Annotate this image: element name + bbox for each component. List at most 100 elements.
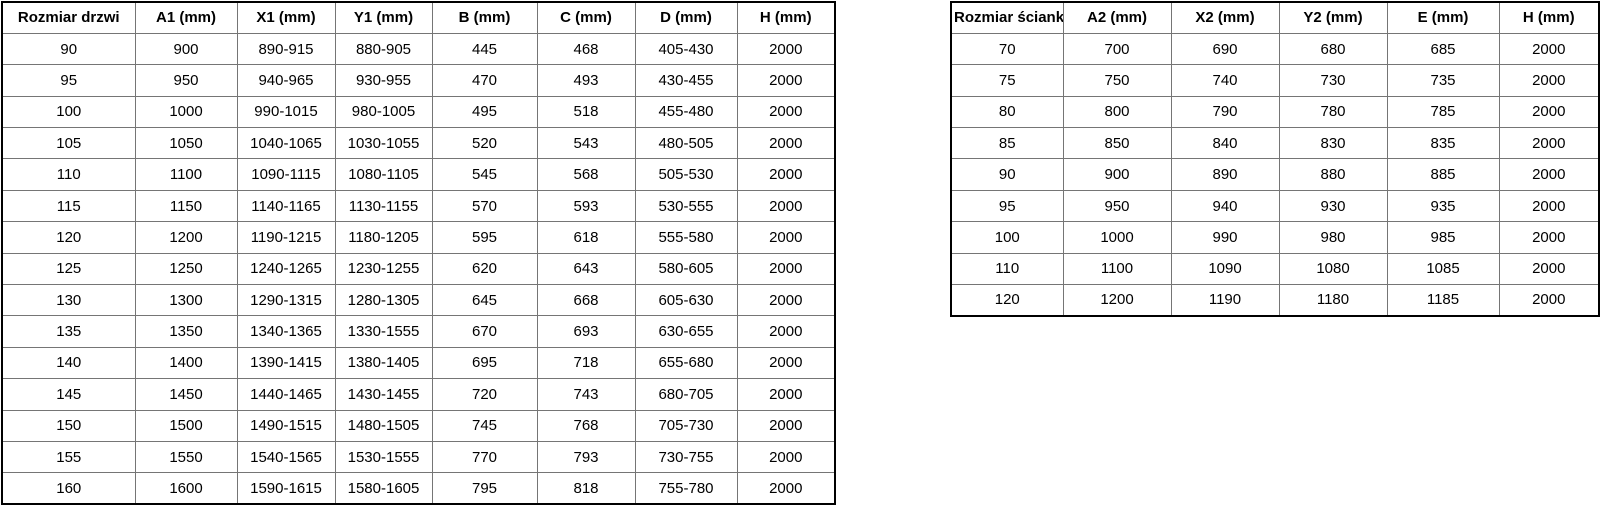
- table-cell: 818: [536, 472, 636, 505]
- table-cell: 1350: [134, 315, 238, 348]
- column-header: Y1 (mm): [334, 1, 433, 34]
- table-cell: 990: [1170, 221, 1280, 254]
- table-cell: 1190-1215: [236, 221, 336, 254]
- column-header: B (mm): [431, 1, 538, 34]
- table-cell: 620: [431, 252, 538, 286]
- wall-size-table: Rozmiar ścianki A2 (mm) X2 (mm) Y2 (mm) E (m…: [950, 1, 1600, 317]
- table-cell: 455-480: [634, 95, 738, 129]
- table-cell: 768: [536, 409, 636, 442]
- table-cell: 120: [1, 221, 136, 254]
- table-cell: 1140-1165: [236, 189, 336, 223]
- column-header: Rozmiar ścianki: [950, 1, 1064, 34]
- table-cell: 1290-1315: [236, 284, 336, 317]
- table-cell: 880: [1278, 158, 1388, 191]
- table-cell: 730: [1278, 64, 1388, 97]
- table-cell: 880-905: [334, 32, 433, 66]
- table-cell: 1540-1565: [236, 440, 336, 474]
- table-cell: 840: [1170, 127, 1280, 160]
- table-cell: 1400: [134, 346, 238, 380]
- table-cell: 543: [536, 127, 636, 160]
- column-header: H (mm): [736, 1, 836, 34]
- table-cell: 1250: [134, 252, 238, 286]
- table-cell: 100: [950, 221, 1064, 254]
- table-cell: 693: [536, 315, 636, 348]
- table-cell: 740: [1170, 64, 1280, 97]
- table-cell: 120: [950, 284, 1064, 317]
- table-cell: 2000: [1498, 284, 1600, 317]
- table-cell: 1450: [134, 378, 238, 411]
- column-header: C (mm): [536, 1, 636, 34]
- table-cell: 655-680: [634, 346, 738, 380]
- table-cell: 900: [134, 32, 238, 66]
- table-cell: 2000: [1498, 158, 1600, 191]
- table-row: 95 950 940-965 930-955 470 493 430-455 2000: [1, 64, 836, 97]
- column-header: X2 (mm): [1170, 1, 1280, 34]
- table-cell: 830: [1278, 127, 1388, 160]
- table-cell: 835: [1386, 127, 1500, 160]
- table-cell: 155: [1, 440, 136, 474]
- table-cell: 2000: [1498, 95, 1600, 129]
- table-row: 135 1350 1340-1365 1330-1555 670 693 630-655 20…: [1, 315, 836, 348]
- table-cell: 645: [431, 284, 538, 317]
- table-cell: 2000: [1498, 252, 1600, 286]
- table-cell: 1080: [1278, 252, 1388, 286]
- table-row: 125 1250 1240-1265 1230-1255 620 643 580-605 20…: [1, 252, 836, 286]
- table-cell: 1180-1205: [334, 221, 433, 254]
- table-row: 110 1100 1090 1080 1085 2000: [950, 252, 1600, 286]
- table-cell: 2000: [1498, 221, 1600, 254]
- table-cell: 95: [950, 189, 1064, 223]
- column-header: E (mm): [1386, 1, 1500, 34]
- table-cell: 595: [431, 221, 538, 254]
- table-cell: 2000: [736, 284, 836, 317]
- table-cell: 495: [431, 95, 538, 129]
- table-cell: 555-580: [634, 221, 738, 254]
- table-cell: 800: [1062, 95, 1172, 129]
- table-cell: 2000: [736, 378, 836, 411]
- table-cell: 930-955: [334, 64, 433, 97]
- table-cell: 405-430: [634, 32, 738, 66]
- table-cell: 80: [950, 95, 1064, 129]
- table-cell: 1180: [1278, 284, 1388, 317]
- column-header: A1 (mm): [134, 1, 238, 34]
- column-header: A2 (mm): [1062, 1, 1172, 34]
- table-row: 95 950 940 930 935 2000: [950, 189, 1600, 223]
- table-row: 100 1000 990-1015 980-1005 495 518 455-480 2000: [1, 95, 836, 129]
- table-cell: 2000: [736, 346, 836, 380]
- table-cell: 980: [1278, 221, 1388, 254]
- table-row: 120 1200 1190 1180 1185 2000: [950, 284, 1600, 317]
- table-row: 90 900 890-915 880-905 445 468 405-430 2000: [1, 32, 836, 66]
- table-cell: 145: [1, 378, 136, 411]
- table-cell: 90: [1, 32, 136, 66]
- table-cell: 1090-1115: [236, 158, 336, 191]
- table-cell: 1380-1405: [334, 346, 433, 380]
- table-cell: 2000: [736, 440, 836, 474]
- table-cell: 950: [134, 64, 238, 97]
- table-cell: 618: [536, 221, 636, 254]
- table-cell: 1130-1155: [334, 189, 433, 223]
- table-row: 160 1600 1590-1615 1580-1605 795 818 755-780 20…: [1, 472, 836, 505]
- table-cell: 110: [950, 252, 1064, 286]
- table-cell: 785: [1386, 95, 1500, 129]
- table-cell: 1050: [134, 127, 238, 160]
- table-row: 85 850 840 830 835 2000: [950, 127, 1600, 160]
- table-cell: 1200: [134, 221, 238, 254]
- table-cell: 705-730: [634, 409, 738, 442]
- table-cell: 580-605: [634, 252, 738, 286]
- table-cell: 493: [536, 64, 636, 97]
- table-cell: 2000: [736, 189, 836, 223]
- table-cell: 110: [1, 158, 136, 191]
- table-cell: 1240-1265: [236, 252, 336, 286]
- table-cell: 643: [536, 252, 636, 286]
- table-cell: 770: [431, 440, 538, 474]
- table-cell: 745: [431, 409, 538, 442]
- table-cell: 470: [431, 64, 538, 97]
- table-cell: 790: [1170, 95, 1280, 129]
- table-cell: 545: [431, 158, 538, 191]
- table-cell: 700: [1062, 32, 1172, 66]
- table-cell: 940-965: [236, 64, 336, 97]
- table-cell: 605-630: [634, 284, 738, 317]
- table-cell: 115: [1, 189, 136, 223]
- table-cell: 593: [536, 189, 636, 223]
- table-cell: 935: [1386, 189, 1500, 223]
- table-cell: 2000: [1498, 64, 1600, 97]
